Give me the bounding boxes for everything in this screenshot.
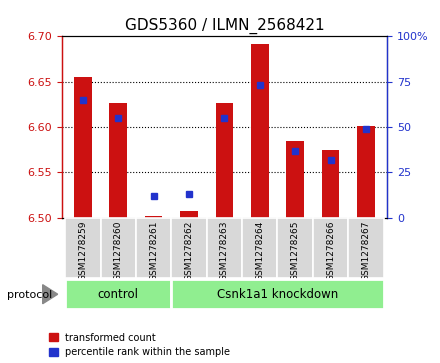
Text: GSM1278260: GSM1278260 bbox=[114, 221, 123, 281]
Text: GSM1278263: GSM1278263 bbox=[220, 221, 229, 281]
Text: GSM1278266: GSM1278266 bbox=[326, 221, 335, 281]
Bar bbox=[348, 218, 384, 278]
Text: control: control bbox=[98, 287, 139, 301]
Bar bbox=[322, 150, 339, 218]
Bar bbox=[286, 140, 304, 218]
Text: GSM1278265: GSM1278265 bbox=[291, 221, 300, 281]
Bar bbox=[65, 218, 100, 278]
Bar bbox=[180, 211, 198, 218]
Text: GSM1278262: GSM1278262 bbox=[184, 221, 194, 281]
Bar bbox=[357, 126, 375, 218]
Bar bbox=[313, 218, 348, 278]
Bar bbox=[110, 102, 127, 218]
Bar bbox=[242, 218, 278, 278]
Bar bbox=[171, 218, 207, 278]
Text: GSM1278264: GSM1278264 bbox=[255, 221, 264, 281]
Bar bbox=[278, 218, 313, 278]
Bar bbox=[171, 280, 384, 309]
Bar bbox=[136, 218, 171, 278]
Bar bbox=[207, 218, 242, 278]
Text: GSM1278261: GSM1278261 bbox=[149, 221, 158, 281]
Text: Csnk1a1 knockdown: Csnk1a1 knockdown bbox=[217, 287, 338, 301]
Text: GSM1278267: GSM1278267 bbox=[362, 221, 370, 281]
Bar bbox=[145, 216, 162, 218]
Title: GDS5360 / ILMN_2568421: GDS5360 / ILMN_2568421 bbox=[125, 17, 324, 33]
Bar bbox=[65, 280, 171, 309]
Bar bbox=[251, 44, 269, 218]
Bar bbox=[74, 77, 92, 218]
Legend: transformed count, percentile rank within the sample: transformed count, percentile rank withi… bbox=[49, 333, 231, 358]
Text: GSM1278259: GSM1278259 bbox=[78, 221, 87, 281]
Polygon shape bbox=[43, 285, 58, 304]
Text: protocol: protocol bbox=[7, 290, 52, 300]
Bar bbox=[216, 102, 233, 218]
Bar bbox=[100, 218, 136, 278]
